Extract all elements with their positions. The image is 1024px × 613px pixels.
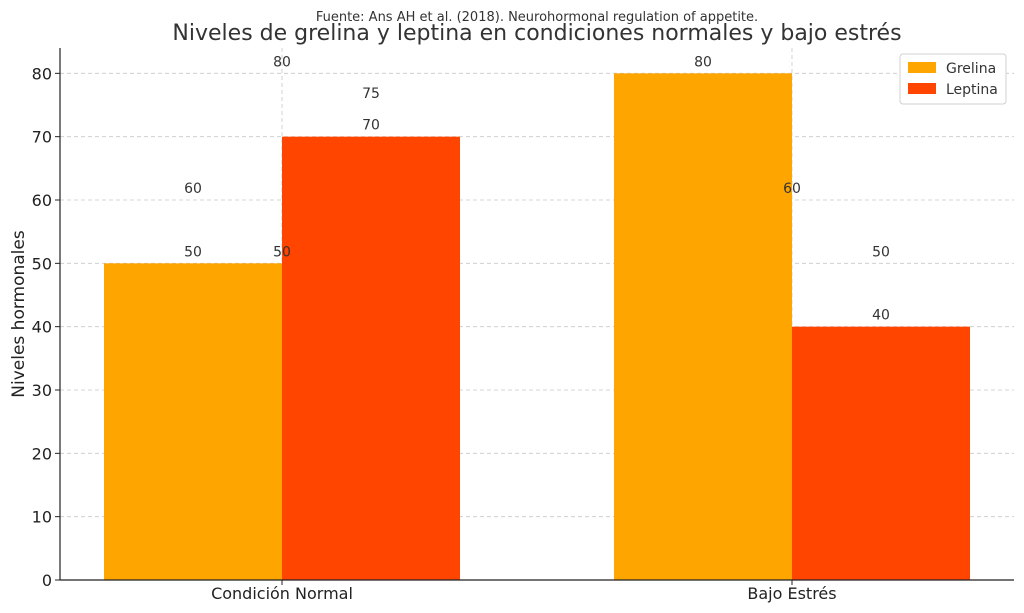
legend-swatch-grelina — [908, 62, 936, 73]
legend: Grelina Leptina — [899, 53, 1007, 105]
bars — [104, 73, 970, 580]
annotation-label: 80 — [273, 54, 291, 70]
annotation-label: 50 — [872, 244, 890, 260]
y-tick-label: 0 — [42, 571, 52, 590]
bar-grelina — [614, 73, 792, 580]
chart-source-note: Fuente: Ans AH et al. (2018). Neurohormo… — [316, 10, 758, 25]
y-axis-label: Niveles hormonales — [9, 230, 29, 398]
annotation-label: 75 — [362, 86, 380, 102]
data-label: 70 — [362, 118, 380, 134]
y-tick-label: 20 — [32, 444, 52, 463]
y-tick-label: 80 — [32, 64, 52, 83]
axes: 0 10 20 30 40 50 60 70 80 Condición Normal Bajo Es… — [32, 48, 1014, 603]
legend-label: Grelina — [946, 61, 996, 77]
bar-leptina — [282, 136, 460, 580]
y-tick-label: 30 — [32, 381, 52, 400]
y-tick-label: 60 — [32, 191, 52, 210]
y-tick-label: 70 — [32, 128, 52, 147]
y-tick-label: 40 — [32, 318, 52, 337]
data-label: 80 — [694, 54, 712, 70]
data-label: 40 — [872, 308, 890, 324]
x-tick-label: Condición Normal — [211, 584, 353, 603]
bar-grelina — [104, 263, 282, 580]
bar-leptina — [792, 326, 970, 580]
annotation-label: 60 — [184, 181, 202, 197]
legend-swatch-leptina — [908, 83, 936, 94]
annotation-label: 60 — [783, 181, 801, 197]
chart-title: Niveles de grelina y leptina en condicio… — [172, 21, 901, 46]
x-tick-label: Bajo Estrés — [747, 584, 836, 603]
y-tick-label: 50 — [32, 254, 52, 273]
y-tick-label: 10 — [32, 508, 52, 527]
annotation-label: 50 — [273, 244, 291, 260]
data-label: 50 — [184, 244, 202, 260]
data-labels: 50 80 70 40 60 80 50 75 60 50 — [184, 54, 890, 323]
legend-label: Leptina — [946, 82, 998, 98]
